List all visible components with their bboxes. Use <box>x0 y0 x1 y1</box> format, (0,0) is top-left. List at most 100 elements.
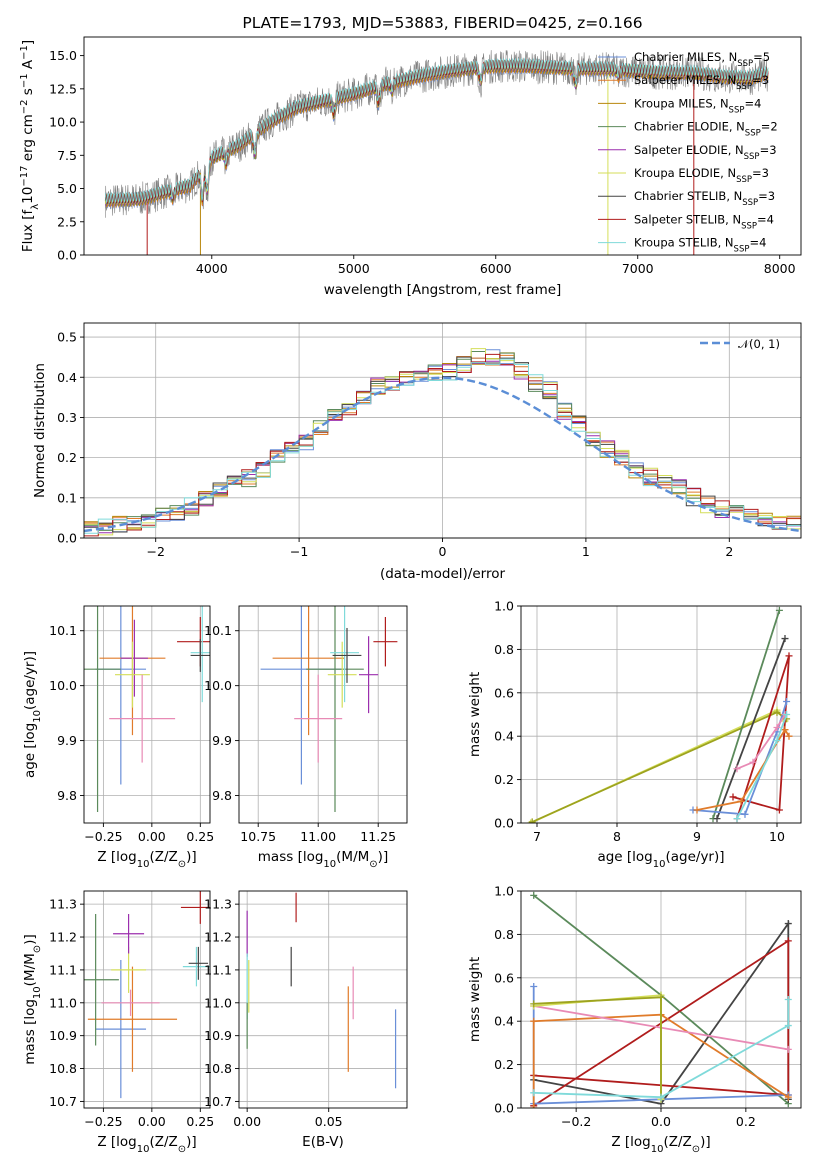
label-part: Kroupa MILES, N <box>634 96 729 110</box>
x-tick-label: 0.25 <box>186 1114 214 1129</box>
legend: 𝒩(0, 1) <box>700 337 780 351</box>
plus-marker <box>775 806 783 814</box>
label-part: mass [log <box>258 849 324 865</box>
y-tick-label: 10.1 <box>204 623 232 638</box>
label-part: ⊙ <box>178 1144 186 1155</box>
label-part: )] <box>186 849 197 865</box>
label-part: mass [log <box>22 999 38 1065</box>
label-part: 10 <box>32 986 43 999</box>
label-part: =3 <box>758 189 775 203</box>
x-tick-label: 0.00 <box>138 829 166 844</box>
label-part: )] <box>186 1134 197 1150</box>
label-part: ⊙ <box>178 859 186 870</box>
y-axis-label: age [log10(age/yr)] <box>22 651 43 778</box>
legend-entry: Salpeter ELODIE, NSSP=3 <box>634 143 777 162</box>
age-vs-mass-panel: 10.75 11.00 11.25 9.8 9.9 10.0 10.1 mass [log10… <box>204 605 408 870</box>
axes-frame <box>520 605 802 824</box>
label-part: (Z/Z <box>149 849 177 865</box>
plus-marker <box>713 815 721 823</box>
label-part: SSP <box>737 59 753 69</box>
y-tick-label: 11.0 <box>204 995 232 1010</box>
label-part: SSP <box>736 175 752 185</box>
legend-entry: 𝒩(0, 1) <box>738 337 780 351</box>
x-tick-label: 0.05 <box>315 1114 343 1129</box>
x-tick-label: 0.2 <box>736 1114 756 1129</box>
x-axis-label: Z [log10(Z/Z⊙)] <box>611 1134 710 1155</box>
plus-marker <box>781 726 789 734</box>
x-tick-label: 0 <box>439 544 447 559</box>
axes-frame <box>83 36 802 256</box>
plus-marker <box>783 697 791 705</box>
plot-area <box>104 50 769 255</box>
label-part: ⊙ <box>32 945 43 953</box>
legend-entry: Salpeter STELIB, NSSP=4 <box>634 212 774 231</box>
axes-frame <box>238 605 408 824</box>
y-tick-label: 0.1 <box>57 490 77 505</box>
mass-weight-line <box>716 638 786 820</box>
y-tick-label: 15.0 <box>49 48 77 63</box>
y-tick-label: 1.0 <box>494 599 514 614</box>
label-part: Z [log <box>97 849 136 865</box>
label-part: 10 <box>653 859 666 870</box>
x-tick-label: 7 <box>533 829 541 844</box>
y-tick-label: 0.5 <box>57 330 77 345</box>
x-tick-label: 2 <box>725 544 733 559</box>
y-tick-label: 11.2 <box>49 930 77 945</box>
histogram-step <box>84 353 801 537</box>
y-tick-label: 0.0 <box>57 531 77 546</box>
label-part: (age/yr)] <box>665 849 724 865</box>
plus-marker <box>527 819 535 823</box>
x-axis-label: Z [log10(Z/Z⊙)] <box>97 1134 196 1155</box>
label-part: Chabrier STELIB, N <box>634 189 742 203</box>
label-part: SSP <box>741 221 757 231</box>
label-part: )] <box>378 849 389 865</box>
legend-entry: Kroupa STELIB, NSSP=4 <box>634 236 766 255</box>
plus-marker <box>530 1089 538 1097</box>
x-axis-label: wavelength [Angstrom, rest frame] <box>324 282 562 298</box>
x-tick-label: 10.75 <box>240 829 276 844</box>
x-tick-label: 10 <box>769 829 785 844</box>
x-axis-label: Z [log10(Z/Z⊙)] <box>97 849 196 870</box>
y-tick-label: 0.0 <box>57 248 77 263</box>
mass-vs-metallicity-panel: −0.25 0.00 0.25 10.7 10.8 10.9 11.0 11.1 11.2 11.… <box>22 890 214 1155</box>
y-tick-label: 10.9 <box>204 1028 232 1043</box>
y-tick-label: 0.4 <box>494 729 514 744</box>
label-part: age [log <box>597 849 652 865</box>
y-tick-label: 11.3 <box>49 897 77 912</box>
label-part: Z [log <box>97 1134 136 1150</box>
legend-entry: Salpeter MILES, NSSP=3 <box>634 73 769 92</box>
label-part: =3 <box>752 73 769 87</box>
y-axis-label: mass weight <box>467 672 483 757</box>
label-part: (Z/Z <box>149 1134 177 1150</box>
label-part: λ <box>30 204 41 210</box>
plus-marker <box>773 737 781 745</box>
plus-marker <box>530 982 538 990</box>
axes-frame <box>83 890 211 1109</box>
plus-marker <box>784 920 792 928</box>
label-part: 10 <box>651 1144 664 1155</box>
y-tick-label: 10.7 <box>204 1094 232 1109</box>
label-part: =2 <box>761 120 778 134</box>
plot-area <box>84 606 210 813</box>
y-tick-label: 0.0 <box>494 816 514 831</box>
y-tick-label: 0.8 <box>494 927 514 942</box>
plus-marker <box>784 996 792 1003</box>
age-vs-metallicity-panel: −0.25 0.00 0.259.89.910.010.1Z [log10(Z/Z⊙… <box>22 605 214 870</box>
label-part: Salpeter ELODIE, N <box>634 143 744 157</box>
label-part: Chabrier ELODIE, N <box>634 120 745 134</box>
y-tick-label: 10.0 <box>49 678 77 693</box>
x-tick-label: 8000 <box>764 261 796 276</box>
y-axis-label: Flux [fλ10−17 erg cm−2 s−1 A−1] <box>19 40 41 252</box>
y-tick-label: 0.6 <box>494 685 514 700</box>
model-spectrum-line <box>104 57 769 204</box>
mass-weight-line <box>732 655 790 819</box>
plus-marker <box>785 732 793 740</box>
plus-marker <box>749 758 757 766</box>
label-part: −17 <box>19 166 30 187</box>
label-part: Flux [f <box>20 209 36 253</box>
y-tick-label: 11.0 <box>49 995 77 1010</box>
label-part: Salpeter MILES, N <box>634 73 736 87</box>
y-tick-label: 11.2 <box>204 930 232 945</box>
